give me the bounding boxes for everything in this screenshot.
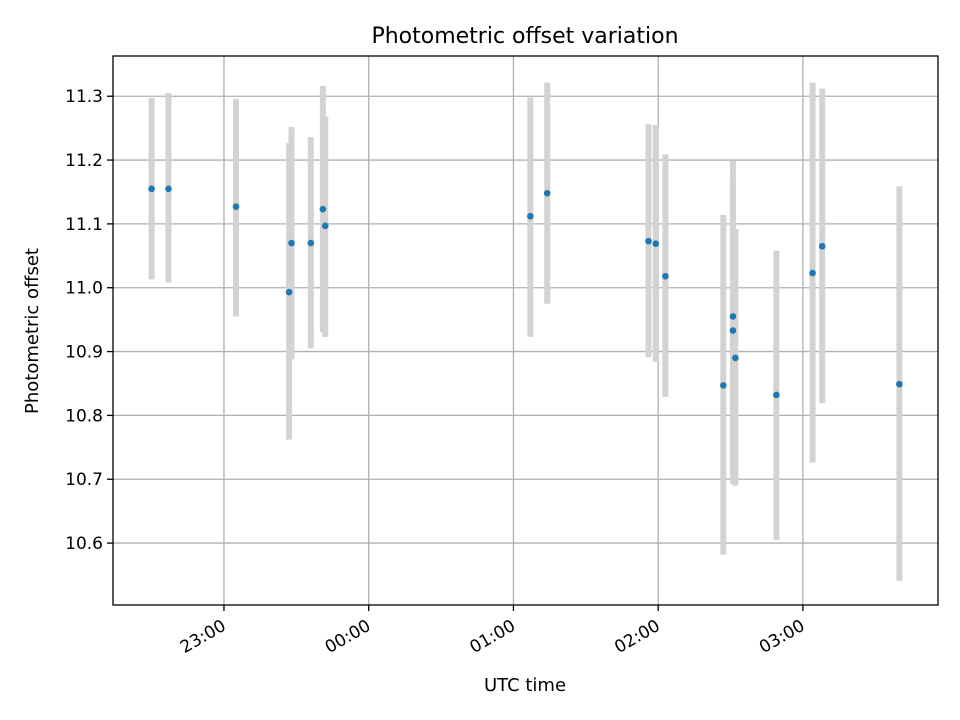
- data-point: [645, 237, 652, 245]
- data-point: [773, 391, 780, 399]
- data-point: [732, 354, 739, 362]
- data-point: [652, 240, 660, 247]
- data-point: [662, 272, 669, 280]
- y-tick-label: 11.0: [65, 279, 103, 299]
- error-bars: [148, 82, 903, 581]
- data-point: [288, 239, 295, 247]
- data-point: [285, 288, 293, 296]
- y-tick-label: 10.6: [65, 534, 103, 554]
- y-tick-label: 11.2: [65, 151, 103, 171]
- data-point: [896, 380, 903, 388]
- x-tick-label: 03:00: [756, 616, 808, 658]
- data-point: [729, 327, 737, 334]
- x-tick-label: 00:00: [322, 616, 374, 658]
- data-point: [729, 313, 737, 320]
- y-tick-label: 10.8: [65, 406, 103, 426]
- data-points: [148, 185, 903, 399]
- x-tick-label: 02:00: [611, 616, 663, 658]
- data-point: [527, 212, 534, 220]
- data-point: [148, 185, 155, 193]
- y-tick-label: 11.3: [65, 87, 103, 107]
- x-axis-label: UTC time: [484, 675, 566, 696]
- data-point: [809, 269, 816, 277]
- chart-title: Photometric offset variation: [371, 24, 678, 49]
- data-point: [319, 205, 327, 213]
- plot-frame: [112, 55, 939, 606]
- data-point: [321, 222, 329, 230]
- axis-ticks: 10.6 10.7 10.8 10.9 11.0 11.1 11.2 11.3 23:00 00:…: [65, 87, 808, 658]
- x-tick-label: 01:00: [467, 616, 519, 658]
- y-tick-label: 11.1: [65, 215, 103, 235]
- y-tick-label: 10.7: [65, 470, 103, 490]
- y-axis-label: Photometric offset: [22, 248, 43, 414]
- x-tick-label: 23:00: [177, 616, 229, 658]
- data-point: [543, 189, 551, 197]
- data-point: [720, 382, 727, 389]
- data-point: [232, 203, 240, 210]
- data-point: [307, 239, 315, 247]
- data-point: [165, 185, 172, 193]
- data-point: [818, 242, 826, 250]
- y-tick-label: 10.9: [65, 343, 103, 363]
